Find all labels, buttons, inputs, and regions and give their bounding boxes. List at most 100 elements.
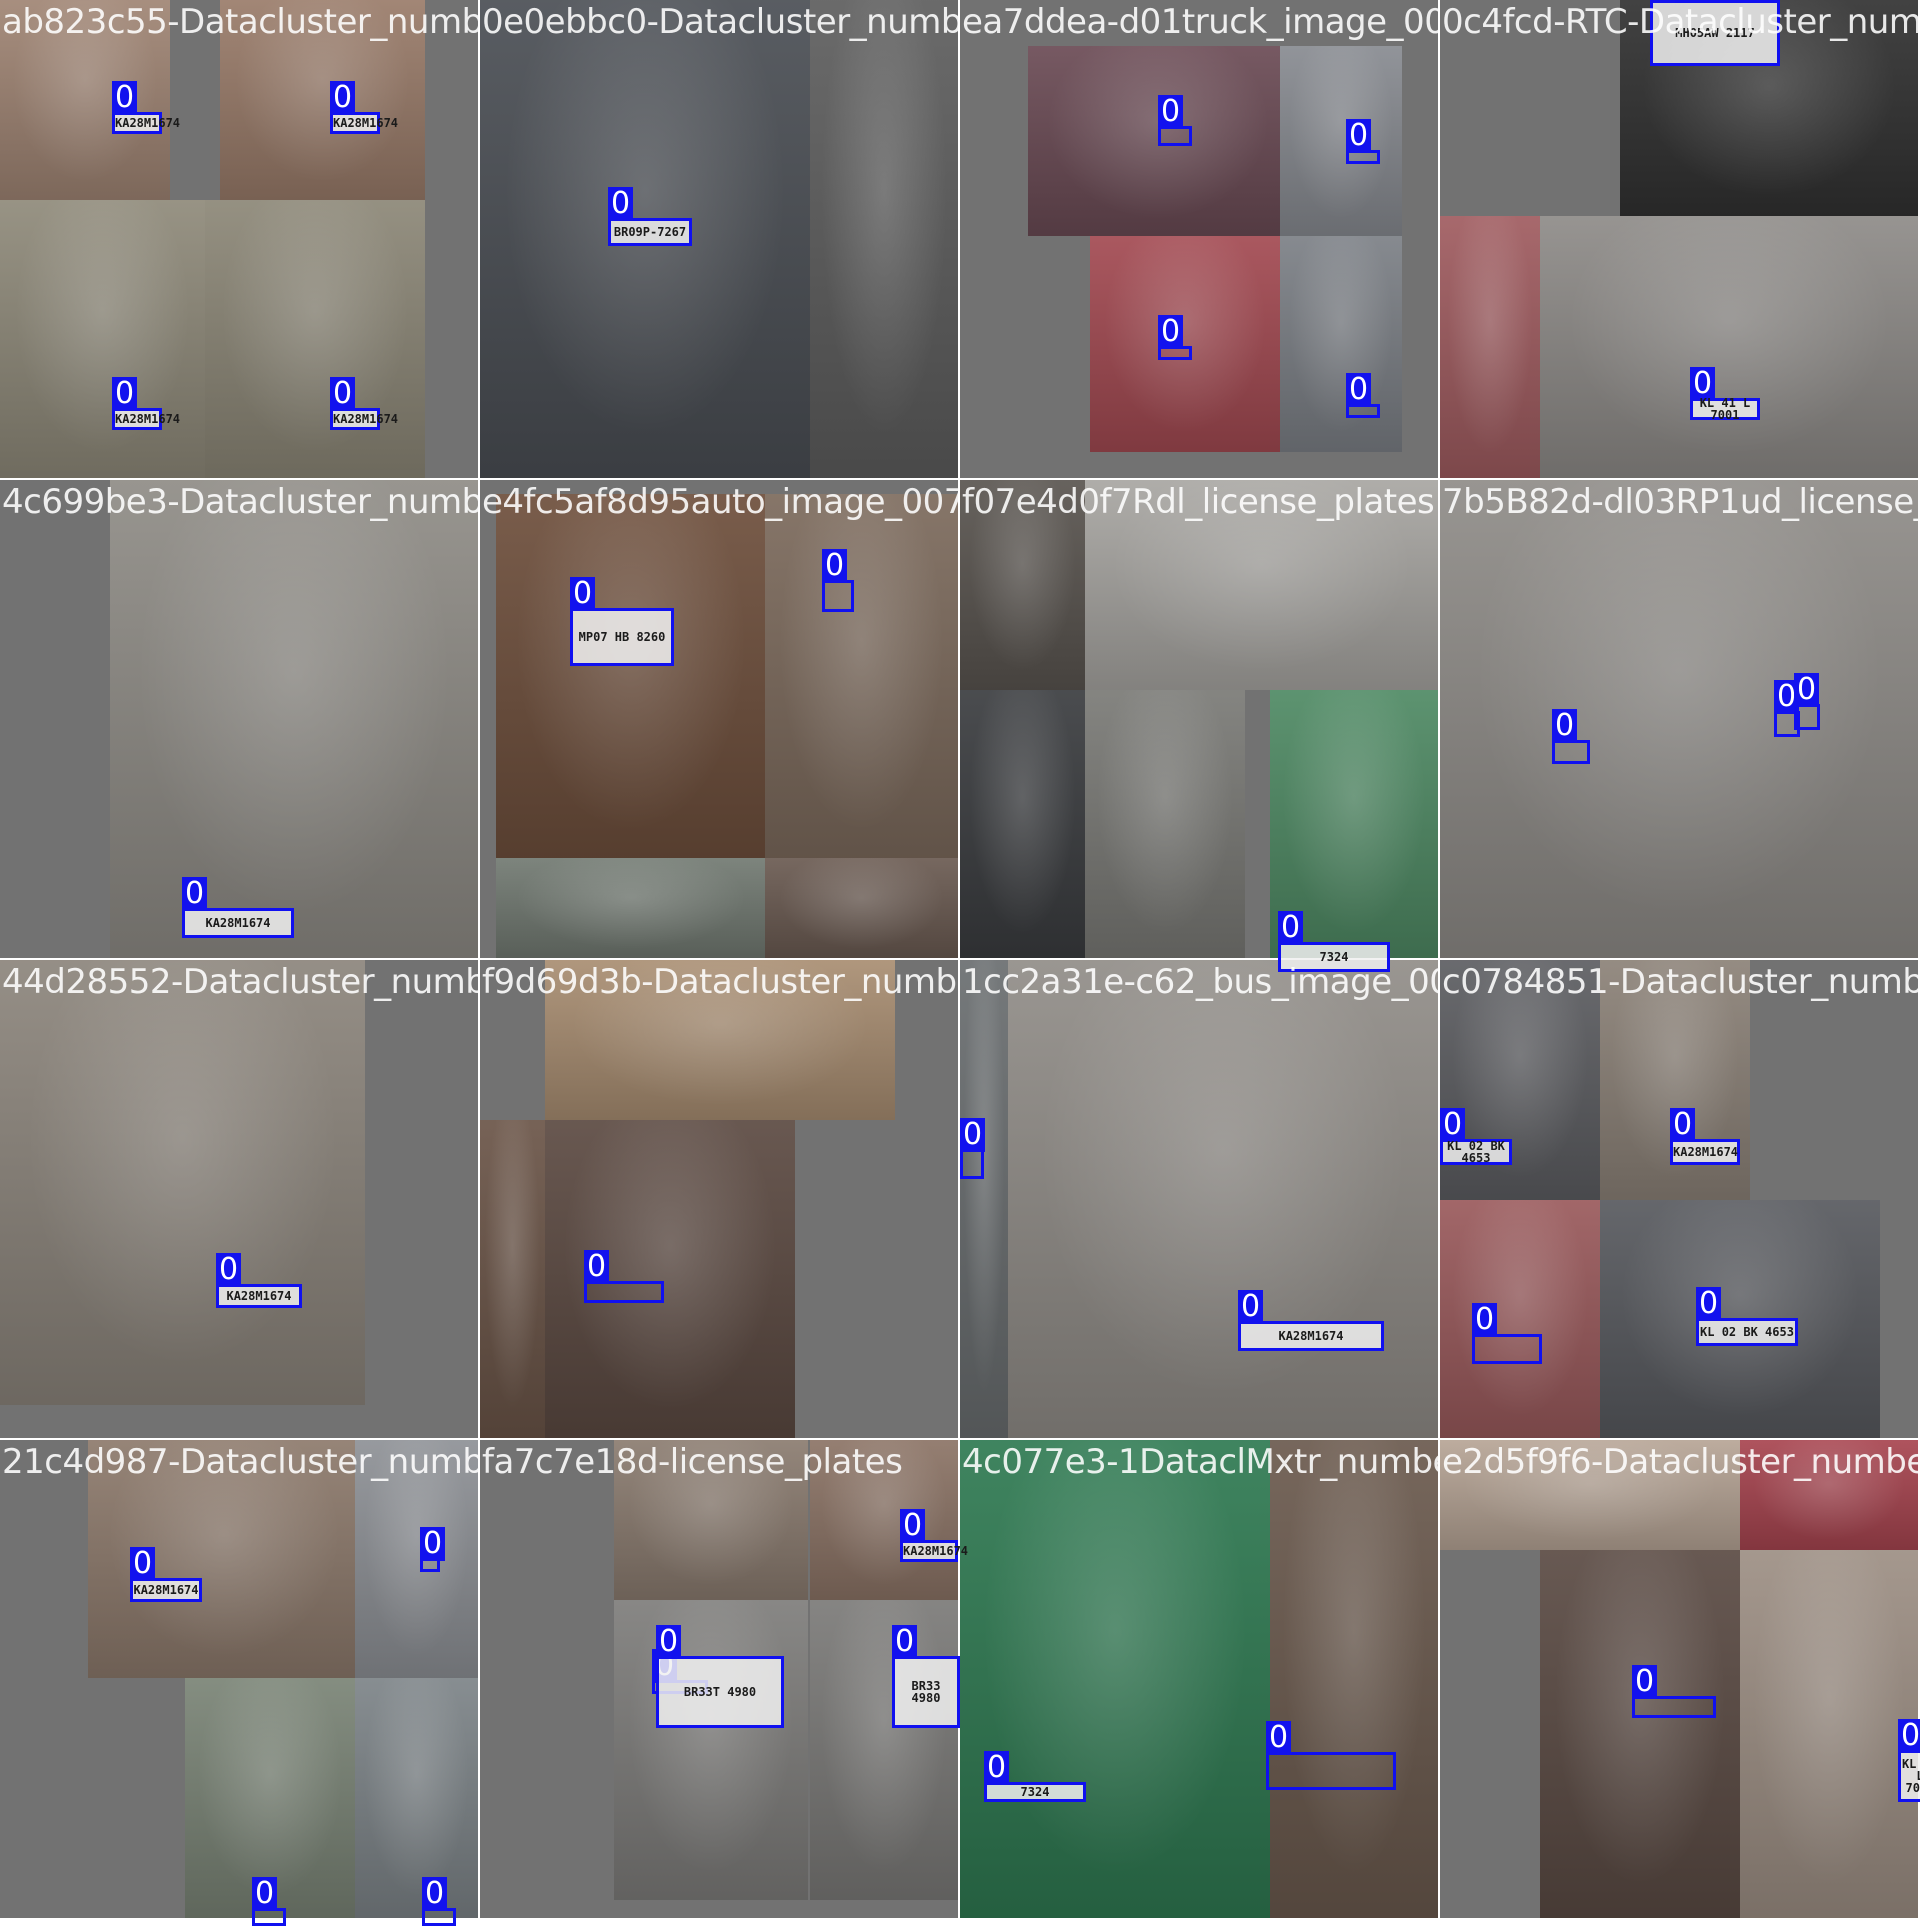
class-label: 0 [216,1253,242,1287]
class-label: 0 [1794,673,1820,707]
photo-crop [1280,46,1402,236]
bounding-box: 0 [422,1877,456,1926]
class-label: 0 [1690,367,1716,401]
bounding-box: 0 BR33T 4980 [656,1625,784,1728]
class-label: 0 [330,377,356,411]
plate-number: KA28M1674 [205,916,271,930]
photo-crop [960,480,1085,690]
class-label: 0 [112,81,138,115]
mosaic-tile: 1cc2a31e-c62_bus_image_000384301-Dataclu… [960,960,1438,1438]
bounding-box: 0 7324 [1278,911,1390,972]
class-label: 0 [1238,1290,1264,1324]
bounding-box: 0 KA28M1674 [1670,1108,1740,1165]
mosaic-tile: ea7ddea-d01truck_image_00134e2d6-Dataclu… [960,0,1438,478]
bounding-box: 0 [1158,315,1192,360]
photo-crop [1440,1440,1740,1550]
photo-crop [1270,1440,1438,1918]
photo-crop [1740,1440,1918,1550]
class-label: 0 [1278,911,1304,945]
bounding-box: 0 KA28M1674 [330,377,399,430]
bounding-box: 0 7324 [984,1751,1086,1802]
class-label: 0 [1158,95,1184,129]
plate-number: KL 02 BK 4653 [1700,1325,1794,1339]
bounding-box: 0 [1346,119,1380,164]
plate-number: KA28M1674 [903,1544,969,1558]
photo-crop [1090,236,1280,452]
bounding-box: 0 [1794,673,1820,730]
photo-crop [1440,1200,1600,1438]
bounding-box: 0 [1632,1665,1716,1718]
tile-caption: ea7ddea-d01truck_image_00134e2d6-Dataclu… [962,2,1438,42]
class-label: 0 [984,1751,1010,1785]
bounding-box: 0 KA28M1674 [112,81,181,134]
bounding-box: 0 KL 02 BK 4653 [1696,1287,1798,1346]
photo-crop [545,1120,795,1438]
mosaic-tile: 4c699be3-Datacluster_number_plates-Datac… [0,480,478,958]
class-label: 0 [1670,1108,1696,1142]
photo-crop [355,1440,478,1678]
class-label: 0 [1552,709,1578,743]
class-label: 0 [182,877,208,911]
photo-crop [110,480,478,958]
class-label: 0 [892,1625,918,1659]
class-label: 0 [960,1118,986,1152]
mosaic-tile: 44d28552-Datacluster_number_plates-Datac… [0,960,478,1438]
plate-number: KA28M1674 [115,412,181,426]
class-label: 0 [330,81,356,115]
photo-crop [1085,690,1245,958]
bounding-box: 0 KA28M1674 [130,1547,202,1602]
class-label: 0 [1898,1719,1920,1753]
mosaic-tile: 0c4fcd-RTC-Datacluster_number [1440,0,1918,478]
bounding-box: 0 [1158,95,1192,146]
plate-number: KA28M1674 [1673,1145,1739,1159]
bounding-box: 0 [1346,373,1380,418]
mosaic-tile: f9d69d3b-Datacluster_number_plates-73.jp… [480,960,958,1438]
class-label: 0 [1696,1287,1722,1321]
photo-crop [480,1120,545,1438]
class-label: 0 [1346,119,1372,153]
bounding-box: 0 KA28M1674 [330,81,399,134]
mosaic-tile: e2d5f9f6-Datacluster_number [1440,1440,1918,1918]
mosaic-tile: f07e4d0f7Rdl_license_plates [960,480,1438,958]
bounding-box: 0 KL 02 BK 4653 [1440,1108,1512,1165]
plate-number: KL 41 L 7001 [1901,1757,1920,1795]
plate-number: KA28M1674 [333,412,399,426]
photo-crop [960,690,1085,958]
class-label: 0 [900,1509,926,1543]
bounding-box: 0 KA28M1674 [112,377,181,430]
photo-crop [765,858,958,958]
class-label: 0 [1266,1721,1292,1755]
photo-crop [1540,216,1918,478]
plate-number: BR09P-7267 [613,225,687,239]
mosaic-tile: 21c4d987-Datacluster_number_plates-Datac… [0,1440,478,1918]
photo-crop [88,1440,360,1678]
class-label: 0 [1158,315,1184,349]
photo-crop [614,1600,808,1900]
class-label: 0 [1650,0,1676,3]
photo-crop [1440,216,1540,478]
photo-crop [960,960,1008,1438]
class-label: 0 [656,1625,682,1659]
bounding-box: 0 KL 41 L 7001 [1898,1719,1920,1802]
photo-crop [0,0,170,200]
class-label: 0 [584,1250,610,1284]
bounding-box: 0 [420,1527,446,1572]
plate-number: BR33 4980 [911,1679,941,1705]
photo-crop [1085,480,1438,690]
bounding-box: 0 BR33 4980 [892,1625,960,1728]
plate-number: KA28M1674 [115,116,181,130]
bounding-box: 0 [1266,1721,1396,1790]
plate-number: KA28M1674 [133,1583,199,1597]
photo-crop [765,494,958,864]
plate-number: KA28M1674 [333,116,399,130]
bounding-box: 0 MP07 HB 8260 [570,577,674,666]
plate-number: KA28M1674 [226,1289,292,1303]
mosaic-tile: 0e0ebbc0-Datacluster_number_plates-5.jpg [480,0,958,478]
photo-crop [496,494,766,864]
photo-crop [0,200,205,478]
bounding-box: 0 [584,1250,664,1303]
class-label: 0 [422,1877,448,1911]
photo-crop [960,1440,1270,1918]
